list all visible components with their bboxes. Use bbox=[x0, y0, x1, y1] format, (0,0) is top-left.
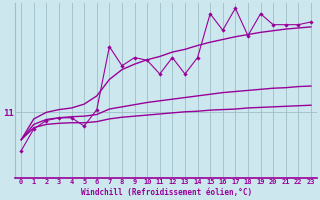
X-axis label: Windchill (Refroidissement éolien,°C): Windchill (Refroidissement éolien,°C) bbox=[81, 188, 252, 197]
